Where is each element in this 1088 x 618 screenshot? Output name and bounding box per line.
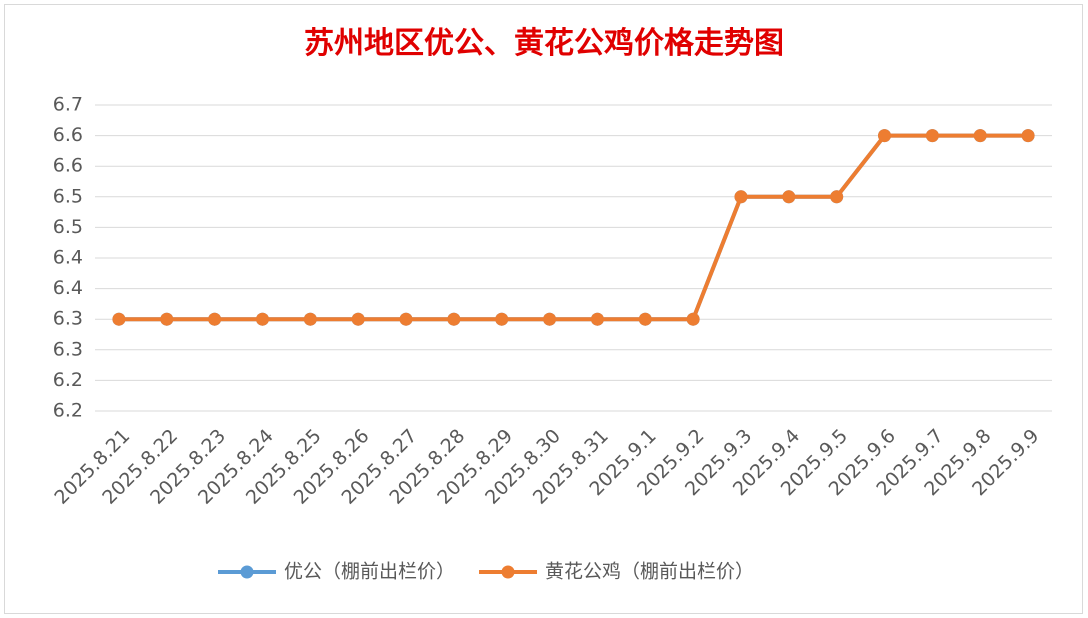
data-point bbox=[208, 312, 222, 326]
legend-label: 优公（棚前出栏价） bbox=[284, 561, 455, 583]
data-point bbox=[590, 312, 604, 326]
chart-border bbox=[4, 4, 1083, 614]
series-line bbox=[118, 133, 1029, 322]
y-tick-label: 6.4 bbox=[53, 247, 83, 269]
data-point bbox=[255, 312, 269, 326]
data-point bbox=[160, 312, 174, 326]
legend-label: 黄花公鸡（棚前出栏价） bbox=[545, 561, 754, 583]
data-point bbox=[638, 312, 652, 326]
data-point bbox=[925, 129, 939, 143]
data-point bbox=[399, 312, 413, 326]
data-point bbox=[303, 312, 317, 326]
y-tick-label: 6.6 bbox=[53, 124, 83, 146]
data-point bbox=[112, 312, 126, 326]
data-point bbox=[782, 190, 796, 204]
data-point bbox=[351, 312, 365, 326]
y-tick-label: 6.4 bbox=[53, 277, 83, 299]
data-point bbox=[830, 190, 844, 204]
y-tick-label: 6.2 bbox=[53, 400, 83, 422]
legend-marker bbox=[240, 565, 254, 579]
data-point bbox=[686, 312, 700, 326]
y-tick-label: 6.5 bbox=[53, 185, 83, 207]
y-tick-label: 6.2 bbox=[53, 369, 83, 391]
data-point bbox=[1021, 129, 1035, 143]
y-tick-label: 6.5 bbox=[53, 216, 83, 238]
y-tick-label: 6.7 bbox=[53, 94, 83, 116]
y-tick-label: 6.3 bbox=[53, 308, 83, 330]
data-point bbox=[447, 312, 461, 326]
data-point bbox=[734, 190, 748, 204]
y-tick-label: 6.6 bbox=[53, 155, 83, 177]
data-point bbox=[495, 312, 509, 326]
chart-title: 苏州地区优公、黄花公鸡价格走势图 bbox=[304, 26, 784, 61]
legend-marker bbox=[501, 565, 515, 579]
data-point bbox=[878, 129, 892, 143]
data-point bbox=[543, 312, 557, 326]
y-tick-label: 6.3 bbox=[53, 338, 83, 360]
data-point bbox=[973, 129, 987, 143]
